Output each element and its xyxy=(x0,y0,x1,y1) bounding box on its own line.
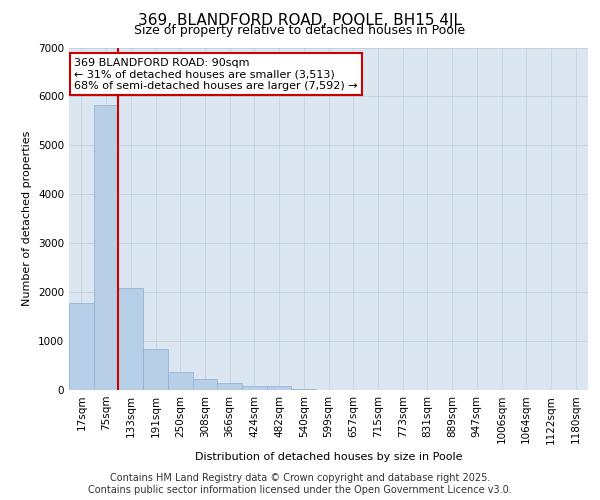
Bar xyxy=(267,386,292,390)
Bar xyxy=(168,372,193,390)
Text: 369 BLANDFORD ROAD: 90sqm
← 31% of detached houses are smaller (3,513)
68% of se: 369 BLANDFORD ROAD: 90sqm ← 31% of detac… xyxy=(74,58,358,91)
Bar xyxy=(143,350,168,390)
Bar xyxy=(242,386,267,390)
Text: Size of property relative to detached houses in Poole: Size of property relative to detached ho… xyxy=(134,24,466,37)
Bar xyxy=(217,383,242,390)
Bar xyxy=(94,105,118,390)
Bar xyxy=(193,378,217,390)
Text: Contains HM Land Registry data © Crown copyright and database right 2025.
Contai: Contains HM Land Registry data © Crown c… xyxy=(88,474,512,495)
Bar xyxy=(69,303,94,390)
Bar xyxy=(118,288,143,390)
Bar xyxy=(292,388,316,390)
Y-axis label: Number of detached properties: Number of detached properties xyxy=(22,131,32,306)
Text: 369, BLANDFORD ROAD, POOLE, BH15 4JL: 369, BLANDFORD ROAD, POOLE, BH15 4JL xyxy=(138,12,462,28)
X-axis label: Distribution of detached houses by size in Poole: Distribution of detached houses by size … xyxy=(195,452,462,462)
